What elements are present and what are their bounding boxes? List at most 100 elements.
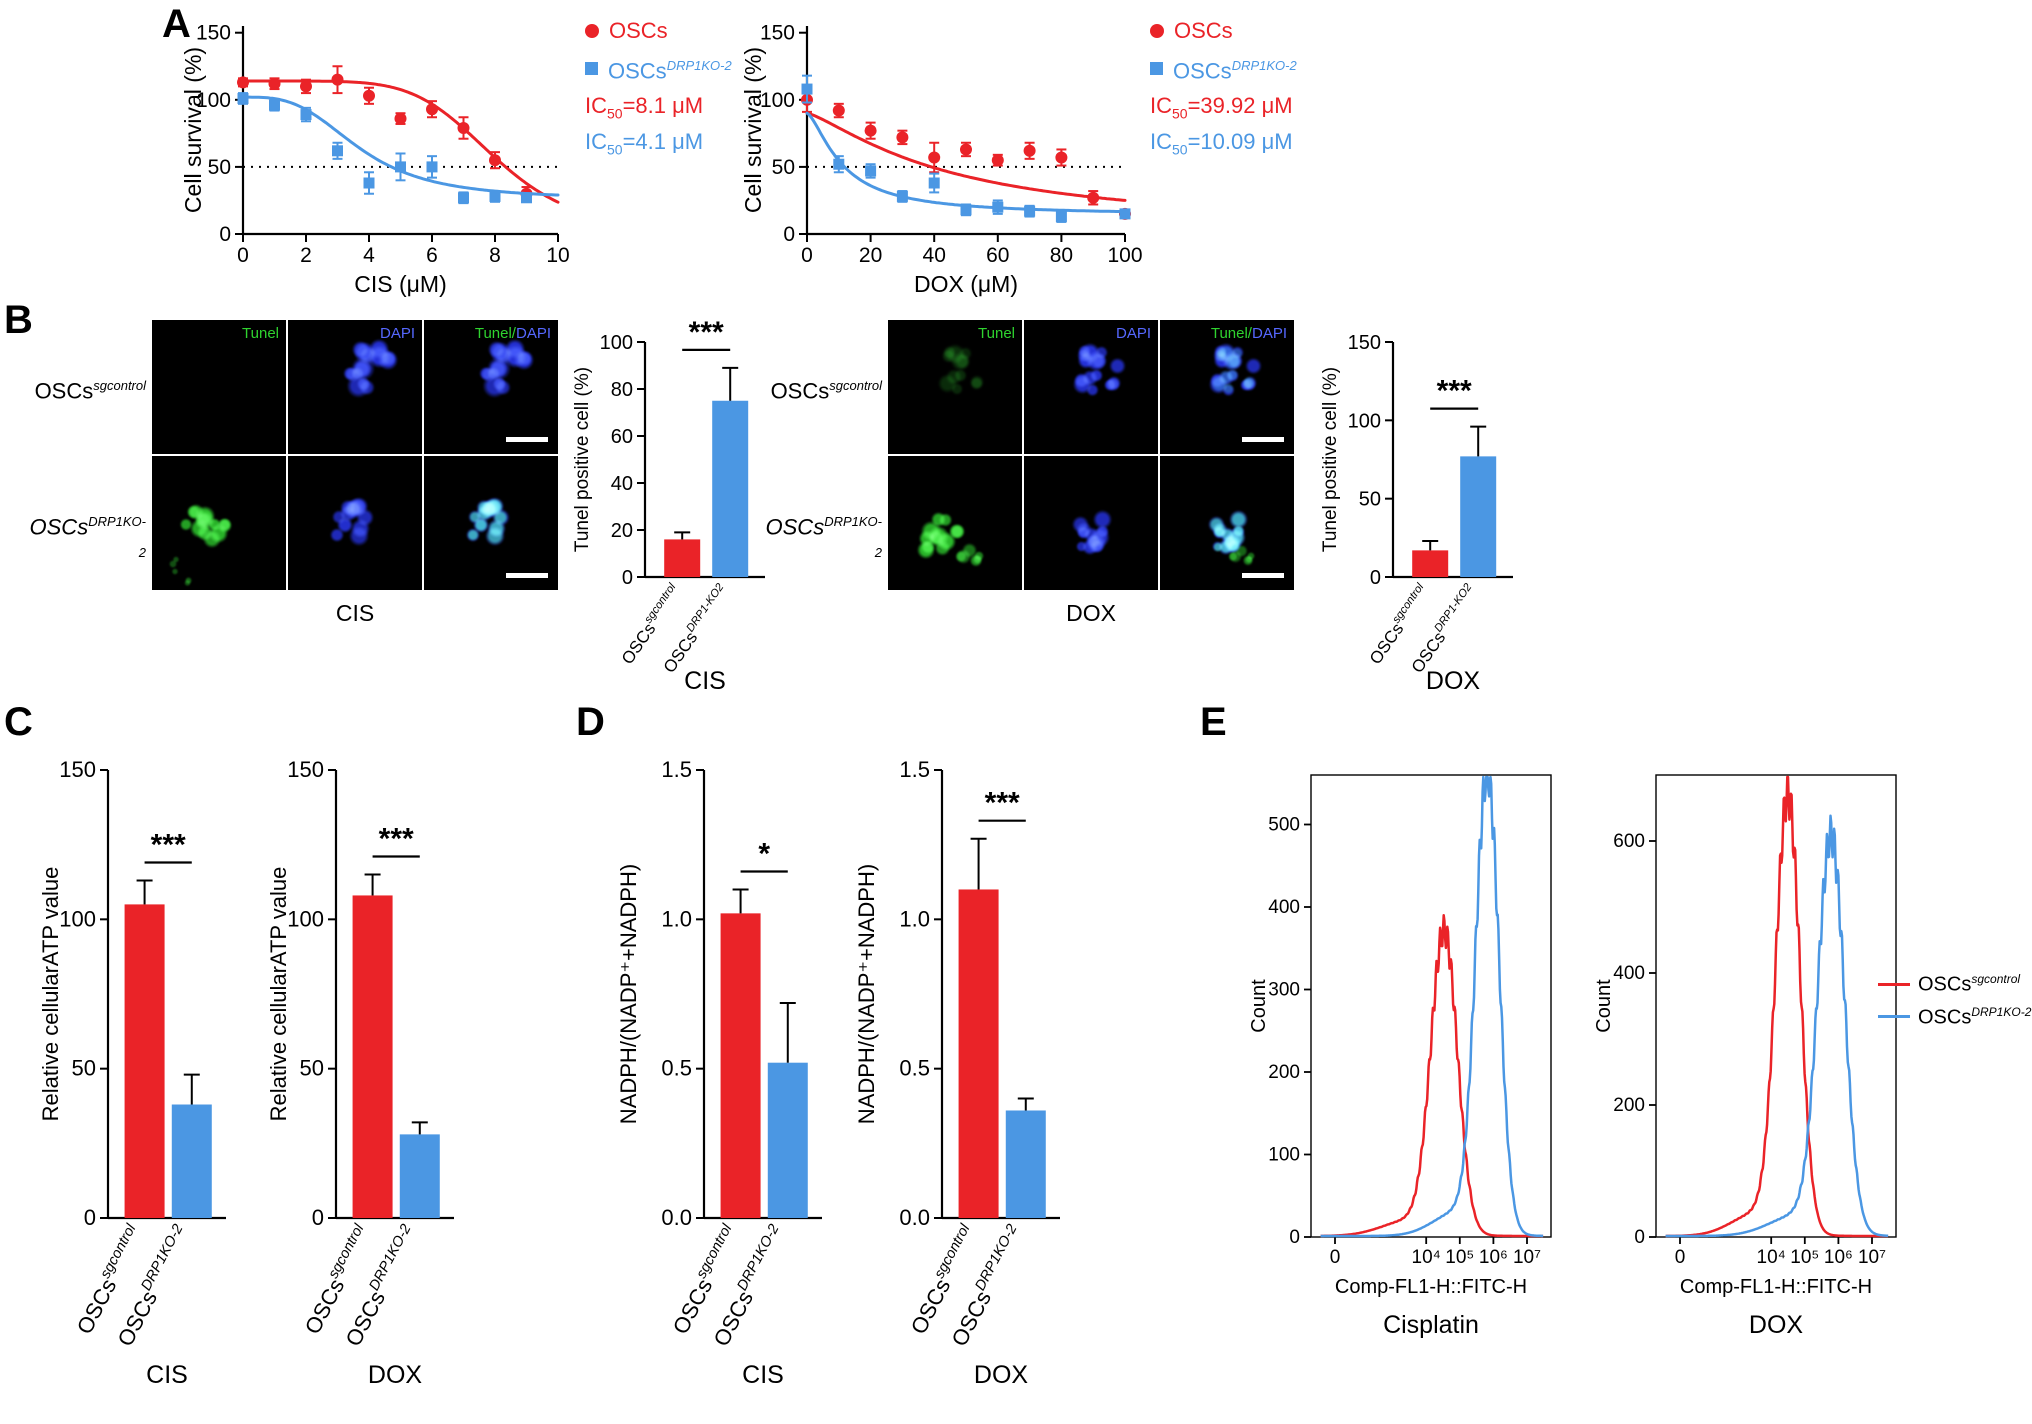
sig-stars: ***	[151, 829, 186, 862]
dox-nadph-bar-chart: 0.00.51.01.5***OSCssgcontrolOSCsDRP1KO-2…	[854, 757, 1060, 1389]
bar	[767, 1062, 808, 1218]
x-tick-label: 60	[986, 244, 1009, 267]
x-tick-label: 10⁵	[1445, 1247, 1474, 1268]
panel-label-d: D	[576, 700, 605, 744]
bar	[352, 895, 393, 1218]
y-tick-label: 0	[783, 223, 795, 246]
x-axis-label: Comp-FL1-H::FITC-H	[1680, 1276, 1872, 1298]
microscopy-image-r0c1: DAPI	[1024, 320, 1158, 454]
x-tick-label: 8	[489, 244, 501, 267]
legend-label: OSCs	[1174, 18, 1233, 43]
ic50-value: IC50=10.09 μM	[1150, 128, 1293, 158]
y-axis-label: Relative cellularATP value	[266, 867, 291, 1122]
y-tick-label: 100	[59, 906, 96, 931]
bar	[712, 400, 749, 577]
y-axis-label: Relative cellularATP value	[38, 867, 63, 1122]
y-tick-label: 100	[1268, 1145, 1300, 1166]
y-tick-label: 0.5	[661, 1056, 692, 1081]
data-point	[833, 158, 845, 170]
data-point	[896, 131, 909, 144]
data-point	[269, 99, 280, 111]
x-tick-label: 2	[300, 244, 312, 267]
y-tick-label: 40	[611, 473, 633, 495]
data-point	[896, 190, 908, 202]
data-point	[331, 73, 344, 86]
data-point	[268, 77, 281, 90]
x-tick-label: 10⁷	[1513, 1247, 1541, 1268]
data-point	[489, 190, 501, 202]
x-tick-label: 4	[363, 244, 375, 267]
microscopy-image-r1c2	[1160, 456, 1294, 590]
x-tick-label: 0	[1330, 1247, 1341, 1268]
scale-bar	[506, 437, 548, 442]
data-point	[864, 124, 877, 137]
y-tick-label: 0	[219, 223, 231, 246]
microscopy-grid: Tunel DAPI Tunel/DAPI	[152, 320, 558, 590]
chart-caption: DOX	[1426, 667, 1481, 695]
chart-caption: CIS	[742, 1361, 784, 1389]
chart-caption: DOX	[974, 1361, 1029, 1389]
flow-legend: OSCssgcontrol OSCsDRP1KO-2	[1878, 972, 2031, 1037]
y-tick-label: 0	[622, 567, 633, 589]
microscopy-image-r0c2: Tunel/DAPI	[1160, 320, 1294, 454]
y-axis-label: Cell survival (%)	[180, 47, 206, 213]
x-tick-label: 6	[426, 244, 438, 267]
y-tick-label: 400	[1268, 897, 1300, 918]
y-tick-label: 0.5	[899, 1056, 930, 1081]
data-point	[1055, 151, 1068, 164]
cis-dose-response-chart: 0 50 100 150 0 2 4 6 8 10 CIS (μM) Cell survival (%…	[180, 22, 570, 297]
sig-stars: ***	[689, 316, 724, 349]
microscopy-image-r1c2	[424, 456, 558, 590]
data-point	[928, 177, 940, 189]
y-tick-label: 200	[1268, 1062, 1300, 1083]
flow-curve	[1665, 775, 1889, 1238]
channel-label: DAPI	[1115, 325, 1151, 342]
data-point	[991, 154, 1004, 167]
channel-label: DAPI	[379, 325, 415, 342]
x-tick-label: 0	[1675, 1247, 1686, 1268]
microscopy-image-r1c1	[1024, 456, 1158, 590]
x-tick-label: 10⁴	[1412, 1247, 1441, 1268]
x-tick-label: 0	[237, 244, 249, 267]
y-tick-label: 20	[611, 520, 633, 542]
dox-tunel-microscopy-panel: OSCssgcontrol OSCsDRP1KO-2 Tunel DAPI Tunel/…	[764, 320, 1298, 627]
x-tick-label: 80	[1050, 244, 1073, 267]
data-point	[1023, 144, 1036, 157]
x-axis-label: Comp-FL1-H::FITC-H	[1335, 1276, 1527, 1298]
chart-caption: Cisplatin	[1383, 1311, 1479, 1339]
bar	[171, 1104, 212, 1218]
y-tick-label: 0	[84, 1205, 96, 1230]
data-point	[458, 192, 469, 204]
sig-stars: ***	[379, 823, 414, 856]
data-point	[928, 151, 941, 164]
y-tick-label: 150	[287, 757, 324, 782]
bar	[1005, 1110, 1046, 1218]
line-swatch-icon	[1878, 982, 1910, 986]
y-axis-label: NADPH/(NADP⁺+NADPH)	[616, 864, 641, 1124]
microscopy-image-r0c0: Tunel	[152, 320, 286, 454]
x-tick-label: 10⁵	[1790, 1247, 1819, 1268]
square-marker-icon	[1150, 62, 1163, 76]
chart-caption: CIS	[684, 667, 726, 695]
chart-caption: CIS	[146, 1361, 188, 1389]
y-tick-label: 400	[1613, 963, 1645, 984]
x-tick-label: 100	[1107, 244, 1142, 267]
x-tick-label: 40	[923, 244, 946, 267]
y-tick-label: 50	[1359, 489, 1381, 511]
panel-label-b: B	[4, 298, 33, 342]
dox-chart-legend: OSCs OSCsDRP1KO-2 IC50=39.92 μM IC50=10.09 …	[1150, 18, 1297, 164]
y-tick-label: 150	[196, 22, 231, 45]
legend-item: OSCsDRP1KO-2	[585, 53, 732, 84]
y-tick-label: 100	[287, 906, 324, 931]
cis-atp-bar-chart: 050100150***OSCssgcontrolOSCsDRP1KO-2CIS…	[38, 757, 226, 1389]
cis-tunel-microscopy-panel: OSCssgcontrol OSCsDRP1KO-2 Tunel DAPI Tunel/…	[28, 320, 562, 627]
y-tick-label: 50	[72, 1056, 96, 1081]
data-point	[801, 83, 813, 95]
data-point	[832, 104, 845, 117]
data-point	[521, 192, 532, 204]
x-tick-label: 0	[801, 244, 813, 267]
y-axis-label: Count	[1593, 979, 1615, 1033]
flow-curve	[1320, 914, 1544, 1238]
data-point	[395, 161, 406, 173]
